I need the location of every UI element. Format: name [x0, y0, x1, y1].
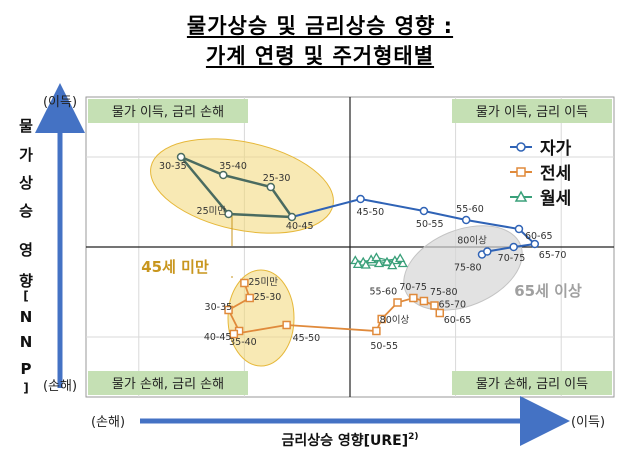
- point-monthly: [352, 259, 364, 269]
- point-monthly: [387, 260, 398, 270]
- point-own: [224, 209, 233, 219]
- point-own: [514, 224, 524, 234]
- quadrant-box-top-right: [452, 99, 612, 123]
- quadrant-box-top-left: [88, 99, 248, 123]
- point-label-own: 55-60: [456, 204, 484, 215]
- x-axis-left-label: (손해): [91, 415, 125, 430]
- point-label-jeonse: 45-50: [293, 333, 321, 344]
- legend-marker-jeonse: [516, 167, 526, 177]
- point-monthly: [395, 253, 406, 263]
- legend-marker-own: [516, 142, 526, 152]
- y-axis-title-char: 상: [19, 174, 33, 192]
- point-jeonse: [435, 308, 445, 318]
- y-axis-title-char: 향: [19, 272, 33, 290]
- point-jeonse: [224, 305, 233, 315]
- series-layer: 30-35 35-40 25-30 25미만 40-45 45-50 50-55 55-60 6…: [159, 152, 567, 352]
- point-own: [356, 194, 365, 204]
- y-axis-title-char: 승: [19, 202, 33, 220]
- point-label-jeonse: 25미만: [248, 277, 278, 288]
- y-axis-title-char: [: [23, 289, 28, 303]
- y-axis-title-char: 가: [19, 146, 33, 164]
- point-label-own: 30-35: [159, 161, 187, 172]
- point-own: [530, 239, 540, 249]
- y-axis-title-char: 영: [19, 241, 33, 259]
- point-own: [287, 212, 297, 222]
- point-jeonse: [377, 314, 386, 324]
- point-label-own: 45-50: [357, 207, 385, 218]
- point-label-jeonse: 75-80: [430, 287, 458, 298]
- quadrant-box-bottom-right: [452, 371, 612, 395]
- point-label-jeonse: 40-45: [204, 332, 232, 343]
- point-jeonse: [419, 296, 429, 306]
- y-axis-title-char: N: [20, 308, 33, 326]
- point-monthly: [373, 258, 385, 268]
- y-axis-title-char: N: [20, 333, 33, 351]
- point-jeonse: [409, 293, 418, 303]
- point-label-own: 80이상: [457, 236, 487, 247]
- point-label-own: 70-75: [498, 253, 526, 264]
- point-own: [509, 242, 518, 252]
- chart-title-line2: 가계 연령 및 주거형태별: [205, 44, 435, 68]
- point-label-own: 65-70: [539, 250, 567, 261]
- point-label-own: 50-55: [416, 219, 444, 230]
- point-jeonse: [245, 293, 254, 303]
- point-label-jeonse: 65-70: [438, 300, 466, 311]
- point-jeonse: [229, 329, 239, 339]
- x-axis-title: 금리상승 영향[URE]2): [281, 432, 418, 449]
- point-jeonse: [372, 326, 381, 336]
- quadrant-bottom-right: 물가 손해, 금리 이득: [476, 377, 588, 392]
- y-axis-top-label: (이득): [43, 95, 77, 110]
- quadrant-top-right: 물가 이득, 금리 이득: [476, 105, 588, 120]
- legend-label-own: 자가: [540, 139, 572, 159]
- ellipse-under45-jeonse: [227, 269, 295, 367]
- point-label-own: 25미만: [197, 206, 227, 217]
- point-label-jeonse: 25-30: [254, 292, 282, 303]
- point-label-jeonse: 70-75: [399, 282, 427, 293]
- y-axis-bottom-label: (손해): [43, 379, 77, 394]
- point-label-jeonse: 30-35: [205, 302, 233, 313]
- legend: 자가 전세 월세: [510, 139, 572, 209]
- quadrant-box-bottom-left: [88, 371, 248, 395]
- point-label-jeonse: 55-60: [370, 287, 398, 298]
- point-monthly: [381, 256, 393, 266]
- point-jeonse: [282, 320, 291, 330]
- ellipse-over65: [403, 225, 523, 311]
- series-own-young-line: [180, 155, 295, 219]
- label-under45: 45세 미만: [141, 258, 209, 276]
- point-label-jeonse: 60-65: [444, 315, 472, 326]
- point-jeonse: [240, 278, 249, 288]
- legend-label-monthly: 월세: [540, 189, 571, 209]
- point-own: [419, 206, 429, 216]
- point-label-jeonse: 35-40: [229, 337, 257, 348]
- label-over65: 65세 이상: [514, 282, 582, 300]
- quadrant-bottom-left: 물가 손해, 금리 손해: [112, 377, 224, 392]
- point-own: [483, 247, 492, 256]
- quadrant-top-left: 물가 이득, 금리 손해: [112, 105, 224, 120]
- legend-label-jeonse: 전세: [540, 164, 571, 184]
- point-own: [461, 215, 471, 225]
- y-axis-title-char: 물: [19, 117, 33, 135]
- point-monthly: [371, 252, 382, 262]
- point-label-own: 35-40: [219, 161, 247, 172]
- point-label-jeonse: 80이상: [380, 315, 410, 326]
- point-label-own: 25-30: [263, 173, 291, 184]
- point-label-own: 60-65: [525, 231, 553, 242]
- point-label-jeonse: 50-55: [370, 341, 398, 352]
- point-jeonse: [430, 301, 439, 310]
- point-label-own: 40-45: [286, 221, 314, 232]
- y-axis-title-char: ]: [23, 381, 28, 395]
- point-jeonse: [393, 298, 402, 307]
- chart-title-line1: 물가상승 및 금리상승 영향 :: [186, 14, 454, 38]
- x-axis-right-label: (이득): [571, 415, 605, 430]
- point-own: [219, 170, 228, 180]
- y-axis-title-char: P: [21, 360, 32, 378]
- point-own: [266, 182, 276, 192]
- point-monthly: [360, 259, 371, 269]
- point-own: [176, 152, 186, 162]
- legend-marker-monthly: [514, 190, 528, 202]
- point-monthly: [397, 258, 408, 268]
- point-label-own: 75-80: [454, 263, 482, 274]
